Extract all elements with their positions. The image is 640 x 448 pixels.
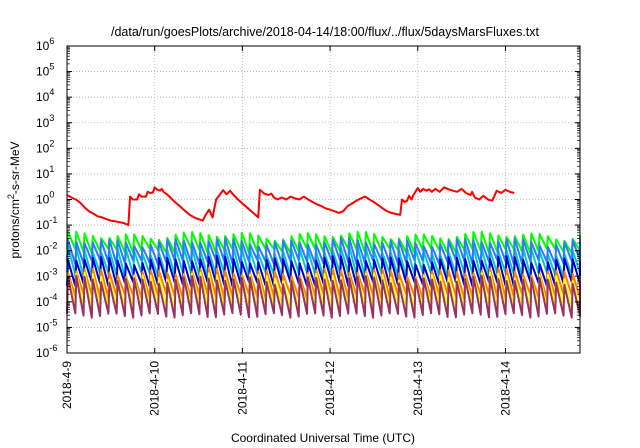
x-tick-label: 2018-4-14 — [498, 361, 512, 416]
series-line — [66, 186, 515, 227]
x-tick-label: 2018-4-11 — [235, 361, 249, 415]
y-tick-label: 10-1 — [36, 215, 57, 232]
y-tick-label: 10-5 — [36, 317, 57, 334]
x-tick-label: 2018-4-10 — [148, 361, 162, 416]
y-axis-label-superscript: 2 — [6, 194, 16, 199]
x-axis-label: Coordinated Universal Time (UTC) — [231, 431, 415, 445]
y-tick-label: 10-3 — [36, 266, 57, 283]
x-tick-label: 2018-4-12 — [323, 361, 337, 416]
y-tick-label: 10-6 — [36, 343, 57, 360]
y-axis-label-part: -s-sr-MeV — [8, 141, 22, 194]
y-tick-label: 103 — [36, 113, 54, 130]
x-axis-ticks: 2018-4-9 2018-4-10 2018-4-11 2018-4-12 2018-… — [60, 46, 512, 416]
x-tick-label: 2018-4-13 — [411, 361, 425, 416]
data-series — [66, 186, 581, 319]
y-tick-label: 10-2 — [36, 241, 57, 258]
series-line — [66, 274, 581, 319]
y-tick-label: 101 — [36, 164, 54, 181]
chart-title: /data/run/goesPlots/archive/2018-04-14/1… — [111, 25, 540, 39]
y-tick-label: 105 — [36, 62, 54, 79]
y-tick-label: 106 — [36, 36, 54, 53]
y-tick-label: 10-4 — [36, 292, 57, 309]
y-tick-label: 104 — [36, 87, 54, 104]
y-axis-ticks: 10-6 10-5 10-4 10-3 10-2 10-1 100 101 102 103 104 1… — [36, 36, 580, 360]
y-axis-label: protons/cm2-s-sr-MeV — [6, 141, 22, 258]
x-tick-label: 2018-4-9 — [60, 361, 74, 409]
y-tick-label: 102 — [36, 138, 54, 155]
y-tick-label: 100 — [36, 190, 54, 207]
y-axis-label-part: protons/cm — [8, 199, 22, 258]
